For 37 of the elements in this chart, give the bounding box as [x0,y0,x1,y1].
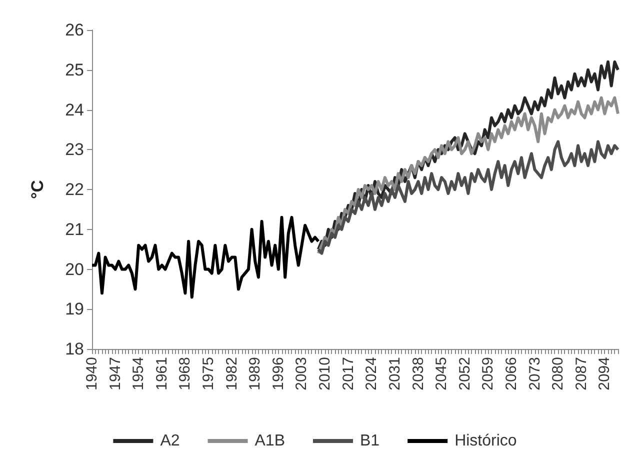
x-tick-label: 2045 [433,357,450,390]
x-tick-label: 1982 [223,357,240,390]
legend-label: A2 [160,432,180,450]
y-tick-label: 21 [65,220,84,239]
y-tick-label: 18 [65,340,84,358]
x-tick-label: 1947 [106,357,124,390]
x-tick-label: 2010 [316,357,334,390]
x-tick-label: 2087 [572,357,590,390]
x-tick-label: 2080 [550,357,567,390]
x-tick-label: 2052 [456,357,474,390]
x-tick-label: 1961 [153,357,170,390]
legend-label: B1 [360,432,380,450]
legend-label: Histórico [454,432,517,450]
x-tick-label: 2038 [410,357,427,390]
y-axis-title: °C [28,180,47,200]
x-tick-label: 2094 [596,357,614,390]
x-tick-label: 1996 [270,357,287,390]
y-tick-label: 20 [65,260,84,279]
x-tick-label: 1989 [246,357,264,390]
x-tick-label: 2066 [502,357,520,390]
y-tick-label: 23 [65,140,84,160]
y-tick-label: 24 [65,100,84,120]
x-tick-label: 2031 [386,357,404,390]
x-tick-label: 1975 [200,357,218,390]
y-tick-label: 26 [65,20,84,40]
x-tick-label: 1954 [130,357,148,390]
x-tick-label: 2059 [480,357,497,390]
x-tick-label: 1968 [176,357,194,390]
x-tick-label: 2024 [363,357,380,390]
x-tick-label: 2073 [526,357,544,390]
x-tick-label: 2003 [293,357,310,390]
y-tick-label: 22 [65,180,84,199]
x-tick-label: 1940 [84,357,100,390]
x-tick-label: 2017 [340,357,357,390]
y-tick-label: 19 [65,300,84,319]
y-tick-label: 25 [65,60,84,80]
legend-label: A1B [254,432,286,450]
